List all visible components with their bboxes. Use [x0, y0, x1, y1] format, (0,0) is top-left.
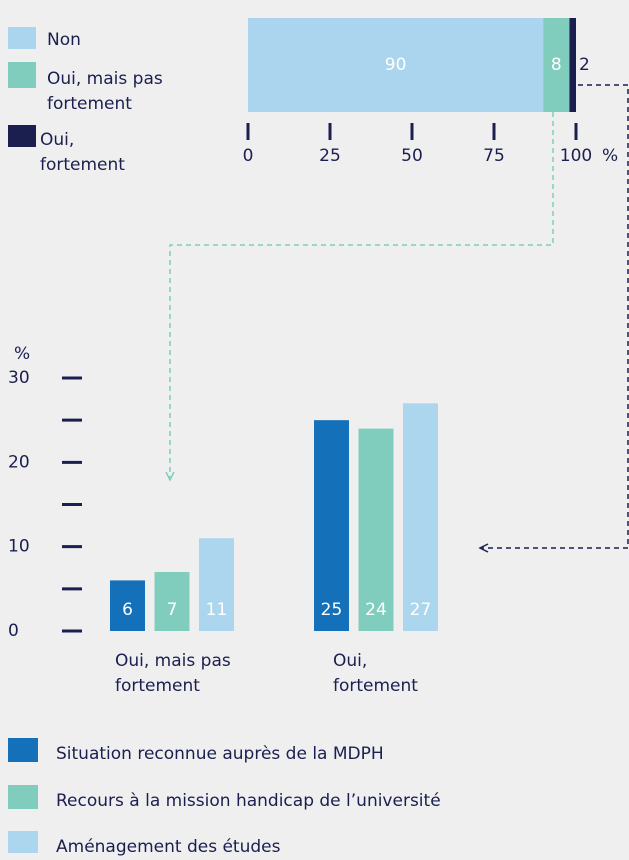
bar — [110, 580, 145, 631]
y-tick-label: 30 — [8, 368, 30, 388]
bar-segment — [543, 18, 570, 112]
bar — [314, 420, 349, 631]
x-axis-unit: % — [602, 146, 618, 166]
connector — [482, 84, 629, 549]
value-label: 7 — [167, 600, 178, 620]
legend-label: Oui, fortement — [40, 130, 125, 175]
value-label: 11 — [206, 600, 228, 620]
bar-segment — [569, 18, 576, 112]
y-axis-unit: % — [14, 344, 30, 364]
value-label: 27 — [410, 600, 432, 620]
legend-swatch — [8, 738, 38, 762]
bar — [403, 403, 438, 631]
value-label: 25 — [321, 600, 343, 620]
legend-label: Aménagement des études — [56, 837, 281, 857]
bar — [154, 571, 190, 631]
value-label: 90 — [385, 55, 407, 75]
legend-label: Situation reconnue auprès de la MDPH — [56, 744, 384, 764]
value-label: 8 — [551, 55, 562, 75]
value-label: 24 — [365, 600, 387, 620]
legend-label: Recours à la mission handicap de l’unive… — [56, 791, 441, 811]
x-tick-label: 50 — [401, 146, 423, 166]
x-tick-label: 0 — [243, 146, 254, 166]
x-tick-label: 25 — [319, 146, 341, 166]
category-label: Oui, fortement — [333, 651, 418, 696]
legend-label: Non — [47, 30, 81, 50]
x-tick-label: 100 — [560, 146, 592, 166]
legend-swatch — [8, 785, 38, 809]
connector-arrow — [165, 471, 175, 482]
y-tick-label: 0 — [8, 621, 19, 641]
legend-swatch — [8, 831, 38, 853]
bar-segment — [248, 18, 544, 112]
connector-arrow — [478, 543, 489, 553]
connector — [169, 112, 554, 478]
value-label: 2 — [579, 55, 590, 75]
x-tick-label: 75 — [483, 146, 505, 166]
y-tick-label: 10 — [8, 537, 30, 557]
bar — [199, 538, 234, 631]
legend-swatch — [8, 125, 36, 147]
y-tick-label: 20 — [8, 452, 30, 472]
legend-label: Oui, mais pas fortement — [47, 69, 163, 114]
category-label: Oui, mais pas fortement — [115, 651, 231, 696]
value-label: 6 — [122, 600, 133, 620]
bar — [358, 428, 394, 631]
legend-swatch — [8, 62, 36, 88]
legend-swatch — [8, 27, 36, 49]
